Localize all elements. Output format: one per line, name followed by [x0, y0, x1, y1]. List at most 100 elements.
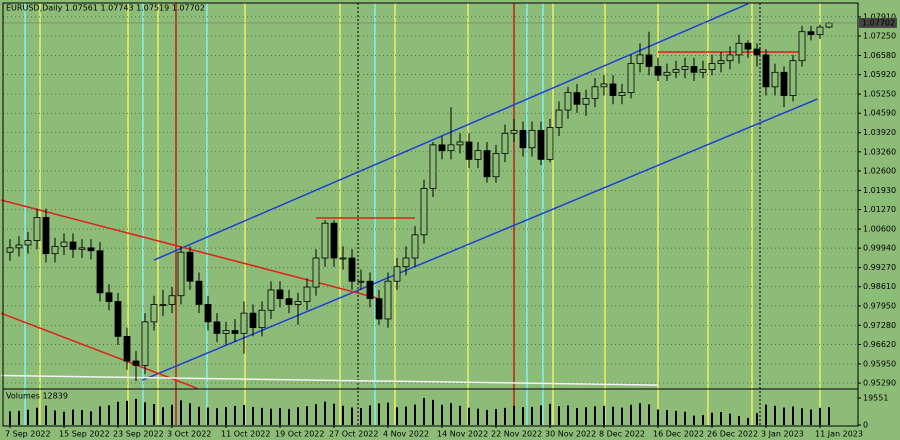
candle-body: [708, 63, 716, 70]
candle-body: [204, 304, 212, 323]
candle-body: [150, 304, 158, 323]
candle-body: [474, 150, 482, 160]
x-tick-label: 27 Oct 2022: [329, 430, 378, 439]
x-tick-label: 14 Nov 2022: [437, 430, 488, 439]
y-tick-label: 1.04590: [863, 109, 896, 118]
candle-body: [645, 54, 653, 67]
x-tick-label: 16 Dec 2022: [653, 430, 704, 439]
candle-body: [600, 83, 608, 88]
x-tick-label: 8 Dec 2022: [599, 430, 645, 439]
candle-body: [618, 92, 626, 96]
candle-body: [726, 54, 734, 62]
candle-body: [411, 234, 419, 259]
candle-body: [429, 144, 437, 189]
candle-body: [240, 312, 248, 334]
candle-body: [771, 71, 779, 88]
y-tick-label: 0.97950: [863, 301, 896, 310]
y-tick-label: 0.99270: [863, 263, 896, 272]
candle-body: [402, 257, 410, 268]
y-tick-label: 0.99940: [863, 244, 896, 253]
x-tick-label: 26 Dec 2022: [707, 430, 758, 439]
y-tick-label: 1.03920: [863, 128, 896, 137]
y-tick-label: 1.05250: [863, 90, 896, 99]
candle-body: [132, 360, 140, 366]
candle-body: [816, 26, 824, 35]
x-tick-label: 4 Nov 2022: [383, 430, 429, 439]
candle-body: [312, 257, 320, 288]
candle-body: [78, 247, 86, 250]
x-tick-label: 15 Sep 2022: [59, 430, 110, 439]
candle-body: [555, 109, 563, 128]
candle-body: [717, 60, 725, 65]
candle-body: [744, 42, 752, 50]
candle-body: [186, 251, 194, 282]
candle-body: [249, 312, 257, 329]
candle-body: [141, 321, 149, 366]
candle-body: [510, 129, 518, 134]
trend-line: [142, 98, 818, 381]
candle-body: [222, 330, 230, 334]
candle-body: [69, 241, 77, 250]
candle-body: [663, 71, 671, 76]
candle-body: [546, 127, 554, 160]
x-tick-label: 7 Sep 2022: [5, 430, 51, 439]
candle-body: [348, 257, 356, 282]
chart-title: EURUSD,Daily 1.07561 1.07743 1.07519 1.0…: [6, 4, 205, 13]
y-tick-label: 1.05920: [863, 70, 896, 79]
candle-body: [582, 98, 590, 105]
x-tick-label: 23 Sep 2022: [113, 430, 164, 439]
y-tick-label: 0.96620: [863, 340, 896, 349]
candle-body: [87, 247, 95, 252]
candle-body: [60, 241, 68, 247]
volume-title: Volumes 12839: [6, 392, 68, 401]
candle-body: [6, 247, 14, 253]
candle-body: [213, 321, 221, 334]
candle-body: [276, 289, 284, 300]
candle-body: [267, 289, 275, 311]
candle-body: [762, 54, 770, 88]
candle-body: [42, 216, 50, 255]
candle-body: [96, 250, 104, 294]
candle-body: [231, 330, 239, 334]
y-tick-label: 1.00600: [863, 224, 896, 233]
y-tick-label: 0.95290: [863, 379, 896, 388]
trend-line: [0, 312, 198, 389]
candle-body: [798, 31, 806, 62]
y-tick-label: 1.06580: [863, 51, 896, 60]
candle-body: [123, 335, 131, 362]
x-tick-label: 3 Jan 2023: [761, 430, 804, 439]
candle-body: [492, 153, 500, 178]
candle-body: [636, 54, 644, 65]
plot-layer: 1.07910 1.07250 1.06580 1.05920 1.05250 1.045…: [0, 3, 897, 439]
candle-body: [438, 144, 446, 152]
candle-body: [564, 92, 572, 111]
candle-body: [114, 301, 122, 337]
volume-panel-frame: [2, 388, 859, 427]
y-tick-label: 1.01270: [863, 205, 896, 214]
candle-body: [393, 266, 401, 282]
candle-body: [420, 187, 428, 236]
last-price-label: 1.07702: [862, 18, 895, 27]
y-tick-label: 1.02600: [863, 166, 896, 175]
y-tick-label: 0.95950: [863, 359, 896, 368]
candle-body: [375, 298, 383, 320]
candle-body: [519, 129, 527, 149]
trend-line: [0, 374, 659, 386]
candle-body: [285, 298, 293, 305]
candle-body: [51, 246, 59, 255]
y-tick-label: 1.07250: [863, 32, 896, 41]
candle-body: [501, 132, 509, 154]
candle-body: [672, 69, 680, 73]
candle-body: [591, 86, 599, 99]
y-tick-label: 1.03260: [863, 147, 896, 156]
x-tick-label: 30 Nov 2022: [545, 430, 596, 439]
candle-body: [24, 240, 32, 246]
candle-body: [339, 257, 347, 260]
candle-body: [321, 222, 329, 259]
candle-body: [168, 295, 176, 305]
volume-tick-label: 19551: [863, 394, 888, 403]
candle-body: [825, 22, 833, 28]
candle-body: [735, 42, 743, 56]
